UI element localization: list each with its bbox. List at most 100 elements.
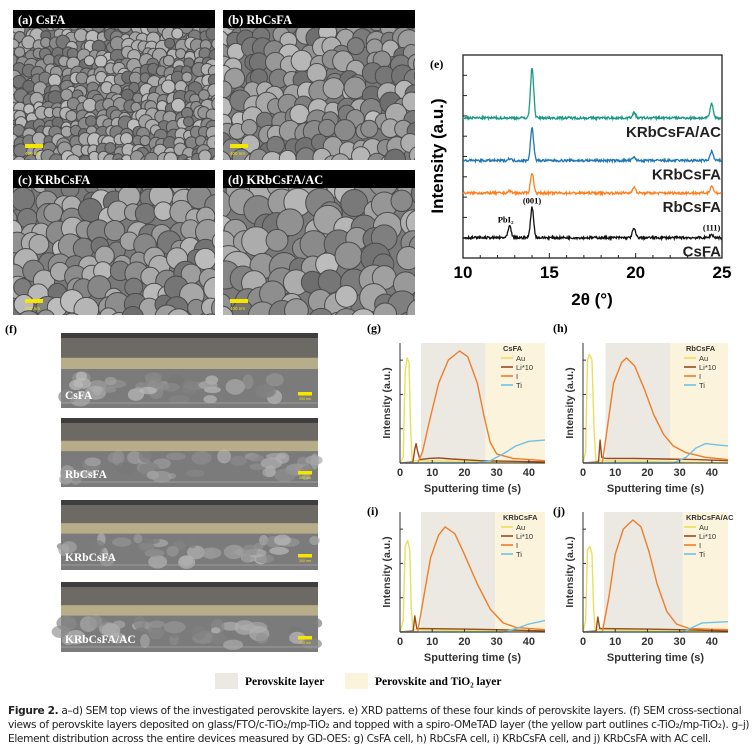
grain <box>104 142 117 154</box>
tio2-highlight <box>61 440 318 452</box>
legend-label: Au <box>516 523 525 532</box>
grain <box>390 189 413 213</box>
grain <box>418 251 443 276</box>
grain <box>165 452 186 461</box>
grain <box>333 119 356 142</box>
grain <box>73 28 88 43</box>
x-tick-label: 15 <box>540 263 559 282</box>
x-tick-label: 20 <box>458 636 470 648</box>
spiro-layer <box>61 587 318 606</box>
grain <box>269 546 289 555</box>
x-tick-label: 40 <box>523 636 535 648</box>
grain <box>28 234 50 255</box>
y-axis-label: Intensity (a.u.) <box>381 536 393 607</box>
grain <box>89 615 103 629</box>
grain <box>138 542 156 551</box>
grain <box>211 97 215 111</box>
grain <box>351 308 376 315</box>
grain <box>75 371 88 381</box>
sem-header-c: (c) KRbCsFA <box>13 170 215 188</box>
x-axis-label: Sputtering time (s) <box>607 652 705 664</box>
legend-label: I <box>699 372 701 381</box>
scale-bar-c: 400 nm <box>25 299 43 311</box>
grain <box>133 533 143 544</box>
grain <box>211 627 221 634</box>
top-layer <box>61 582 318 587</box>
series-line-au <box>582 353 729 464</box>
xrd-chart: (e) 10 15 20 25 2θ (°) Intensity (a.u.) CsFA RbC… <box>428 54 731 309</box>
grain <box>242 374 254 390</box>
legend-label: I <box>699 541 701 550</box>
trace-label: CsFA <box>683 244 722 261</box>
grain <box>406 299 415 315</box>
spiro-layer <box>61 423 318 442</box>
grain <box>373 302 398 315</box>
trace-label: KRbCsFA <box>652 167 721 184</box>
grain <box>266 135 285 155</box>
grain <box>309 536 320 546</box>
scale-bar-label: 200 nm <box>299 559 311 563</box>
grain <box>144 378 163 389</box>
cross-section-krbcsfa: KRbCsFA 200 nm <box>56 500 320 570</box>
grain <box>309 307 333 315</box>
xrd-trace-rbcsfa <box>462 172 722 197</box>
grain <box>223 305 234 315</box>
sem-label: (c) KRbCsFA <box>18 173 90 187</box>
grain <box>249 463 265 471</box>
plot-frame <box>462 54 723 259</box>
grain <box>306 63 328 84</box>
grain <box>255 632 269 644</box>
grain <box>334 241 363 270</box>
grain <box>182 159 190 160</box>
x-tick-label: 20 <box>626 263 645 282</box>
sem-image-rbcsfa <box>223 10 415 160</box>
grain <box>138 449 152 464</box>
grain <box>37 309 55 315</box>
x-tick-label: 30 <box>674 636 686 648</box>
grain <box>69 469 82 486</box>
grain <box>248 454 264 462</box>
scale-bar <box>298 636 312 640</box>
grain <box>48 316 68 336</box>
grain <box>119 132 134 146</box>
sem-header-d: (d) KRbCsFA/AC <box>223 170 415 188</box>
grain <box>240 119 258 136</box>
grain <box>103 386 117 393</box>
grain <box>400 311 415 315</box>
grain <box>211 299 215 315</box>
perovskite-tio2-region <box>682 512 728 632</box>
xrd-trace-csfa <box>462 206 723 242</box>
y-axis-label: Intensity (a.u.) <box>428 98 447 213</box>
grain <box>31 131 47 146</box>
caption-text: a–d) SEM top views of the investigated p… <box>8 705 750 745</box>
grain <box>58 543 70 556</box>
legend-label: Ti <box>516 381 522 390</box>
grain <box>163 621 186 634</box>
x-axis-label: 2θ (°) <box>571 290 613 309</box>
grain <box>413 57 415 71</box>
grain <box>413 291 415 305</box>
grain <box>334 320 357 343</box>
x-tick-label: 0 <box>397 467 403 479</box>
legend-label-perovskite: Perovskite layer <box>245 676 324 688</box>
grain <box>84 639 104 648</box>
grain <box>211 38 215 50</box>
tio2-highlight <box>61 605 318 616</box>
scale-bar-d: 400 nm <box>230 299 248 311</box>
grain <box>187 545 205 560</box>
scale-bar-label: 400 nm <box>25 151 40 156</box>
grain <box>18 310 39 315</box>
grain <box>154 304 180 315</box>
grain <box>166 545 179 557</box>
grain <box>139 386 157 395</box>
grain <box>25 159 31 160</box>
caption-label: Figure 2. <box>8 705 59 717</box>
cross-section-rbcsfa: RbCsFA 200 nm <box>59 418 323 487</box>
grain <box>211 155 215 160</box>
panel-label: (j) <box>553 504 565 518</box>
grain <box>412 10 415 21</box>
cross-section-csfa: CsFA 200 nm <box>58 333 318 408</box>
y-axis-label: Intensity (a.u.) <box>564 367 576 438</box>
grain <box>223 80 233 99</box>
